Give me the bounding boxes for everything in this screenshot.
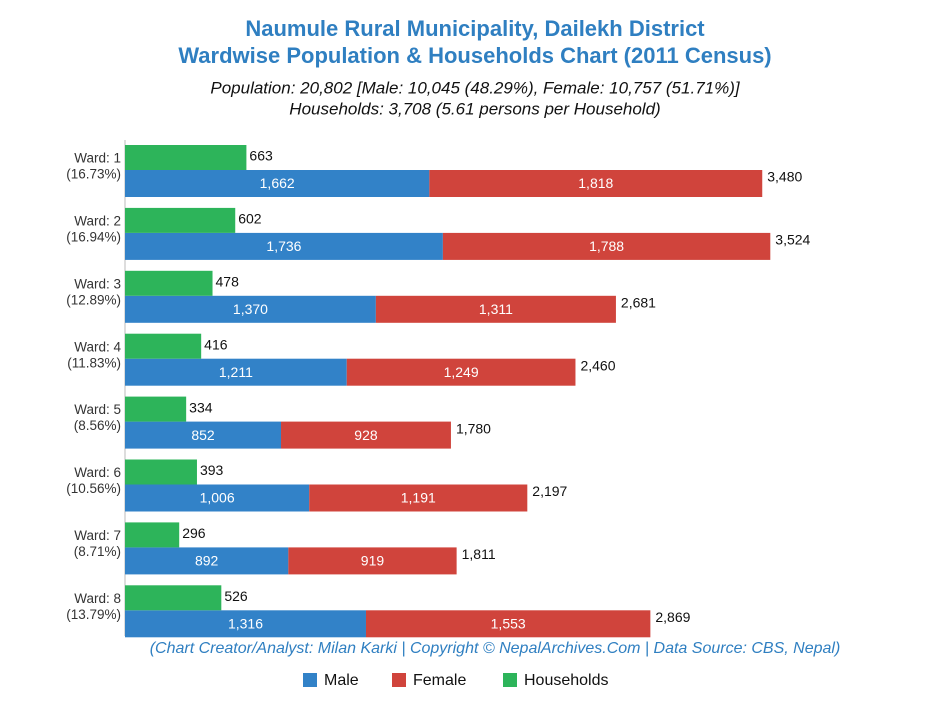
category-label: Ward: 2 xyxy=(74,213,121,228)
total-label: 1,811 xyxy=(462,546,496,562)
chart-subtitle: Population: 20,802 [Male: 10,045 (48.29%… xyxy=(210,78,741,97)
population-bar xyxy=(125,421,282,449)
value-label: 602 xyxy=(238,211,262,227)
category-share: (8.56%) xyxy=(74,418,121,433)
value-label: 1,211 xyxy=(219,364,253,380)
value-label: 478 xyxy=(216,274,240,290)
category-share: (16.73%) xyxy=(66,167,121,182)
value-label: 1,249 xyxy=(444,364,479,380)
households-bar xyxy=(125,270,213,296)
total-label: 2,460 xyxy=(580,357,615,373)
legend-swatch xyxy=(303,673,317,687)
households-bar xyxy=(125,522,180,548)
category-share: (8.71%) xyxy=(74,544,121,559)
population-bar xyxy=(125,170,430,197)
population-bar xyxy=(125,232,443,260)
value-label: 1,662 xyxy=(260,175,295,191)
legend-label: Households xyxy=(524,672,609,689)
total-label: 2,869 xyxy=(655,609,690,625)
chart-title: Wardwise Population & Households Chart (… xyxy=(178,43,771,68)
value-label: 1,553 xyxy=(491,616,526,632)
value-label: 1,818 xyxy=(578,175,613,191)
value-label: 1,788 xyxy=(589,238,624,254)
households-bar xyxy=(125,207,236,233)
population-bar xyxy=(288,547,457,575)
value-label: 526 xyxy=(224,588,248,604)
population-bar xyxy=(375,295,616,323)
value-label: 1,191 xyxy=(401,490,436,506)
population-bar xyxy=(125,610,366,638)
value-label: 928 xyxy=(354,427,378,443)
category-share: (12.89%) xyxy=(66,292,121,307)
category-label: Ward: 3 xyxy=(74,276,121,291)
population-bar xyxy=(125,295,376,323)
total-label: 2,681 xyxy=(621,295,656,311)
households-bar xyxy=(125,459,197,485)
households-bar xyxy=(125,145,247,170)
households-bar xyxy=(125,333,202,359)
legend-swatch xyxy=(392,673,406,687)
legend-swatch xyxy=(503,673,517,687)
category-share: (13.79%) xyxy=(66,607,121,622)
category-label: Ward: 7 xyxy=(74,528,121,543)
value-label: 1,311 xyxy=(479,301,513,317)
population-bar xyxy=(125,484,310,512)
households-bar xyxy=(125,585,222,611)
households-bar xyxy=(125,396,187,422)
total-label: 3,480 xyxy=(767,169,802,185)
population-bar xyxy=(125,547,289,575)
total-label: 2,197 xyxy=(532,483,567,499)
credit: (Chart Creator/Analyst: Milan Karki | Co… xyxy=(150,640,841,657)
population-bar xyxy=(346,358,576,386)
population-bar xyxy=(442,232,771,260)
value-label: 393 xyxy=(200,462,224,478)
chart-subtitle: Households: 3,708 (5.61 persons per Hous… xyxy=(289,99,660,118)
total-label: 3,524 xyxy=(775,232,810,248)
category-label: Ward: 1 xyxy=(74,151,121,166)
chart-title: Naumule Rural Municipality, Dailekh Dist… xyxy=(245,16,705,41)
legend-label: Male xyxy=(324,672,359,689)
value-label: 1,316 xyxy=(228,616,263,632)
legend-label: Female xyxy=(413,672,466,689)
value-label: 334 xyxy=(189,399,213,415)
total-label: 1,780 xyxy=(456,420,491,436)
population-bar xyxy=(365,610,651,638)
category-share: (10.56%) xyxy=(66,481,121,496)
population-bar xyxy=(429,170,763,197)
category-share: (11.83%) xyxy=(67,355,121,370)
value-label: 296 xyxy=(182,525,206,541)
population-bar xyxy=(125,358,347,386)
category-label: Ward: 4 xyxy=(74,339,121,354)
value-label: 892 xyxy=(195,553,219,569)
category-label: Ward: 5 xyxy=(74,402,121,417)
category-label: Ward: 6 xyxy=(74,465,121,480)
value-label: 663 xyxy=(249,148,273,164)
value-label: 1,736 xyxy=(266,238,301,254)
value-label: 1,006 xyxy=(200,490,235,506)
value-label: 852 xyxy=(191,427,215,443)
value-label: 1,370 xyxy=(233,301,268,317)
value-label: 919 xyxy=(361,553,385,569)
population-bar xyxy=(309,484,528,512)
category-label: Ward: 8 xyxy=(74,591,121,606)
value-label: 416 xyxy=(204,336,228,352)
category-share: (16.94%) xyxy=(66,229,121,244)
population-bar xyxy=(281,421,451,449)
